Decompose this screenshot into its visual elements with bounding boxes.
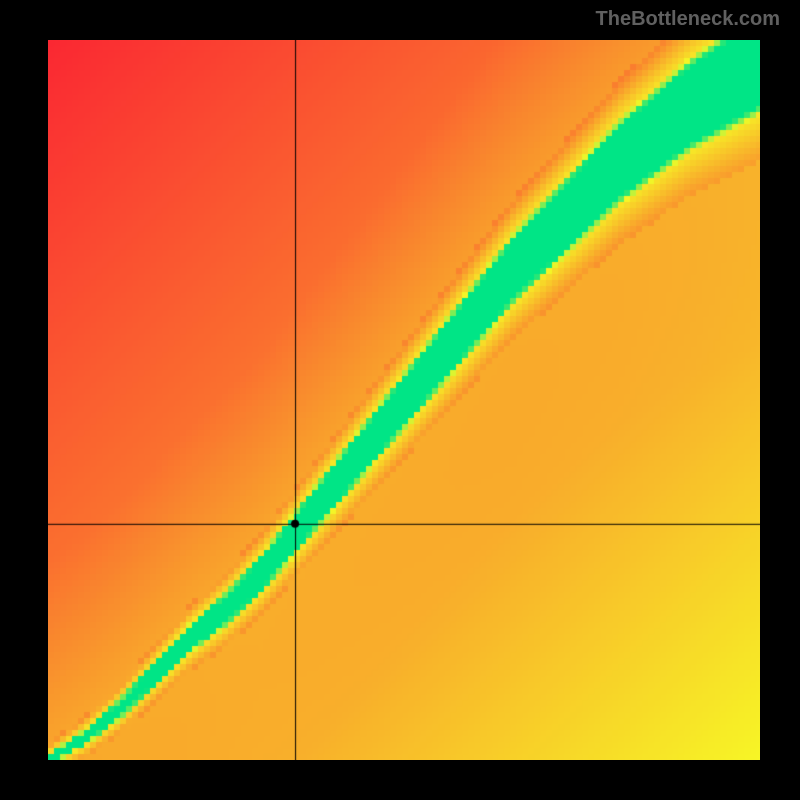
heatmap-canvas <box>48 40 760 760</box>
plot-frame <box>48 40 760 760</box>
chart-container: TheBottleneck.com <box>0 0 800 800</box>
watermark-text: TheBottleneck.com <box>596 8 780 31</box>
